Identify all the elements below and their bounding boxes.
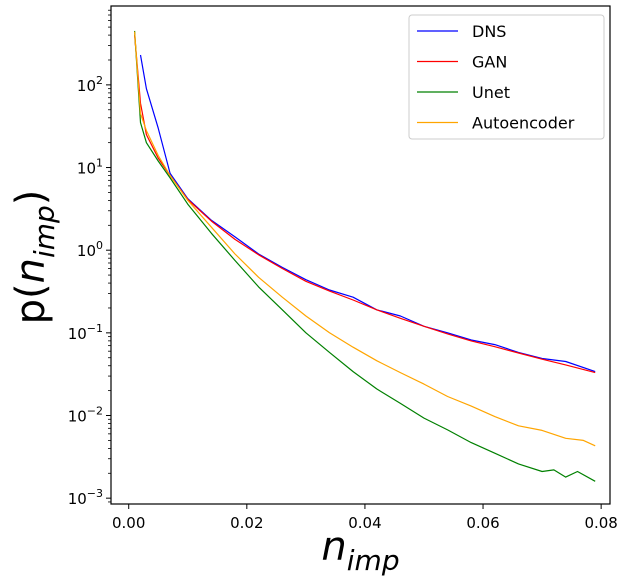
y-axis-title: p(nimp) [8,190,61,325]
series-line-unet [134,30,596,482]
y-axis-title-main: n [8,258,54,283]
x-axis-title-sub: imp [347,544,400,577]
series-line-autoencoder [134,31,596,447]
legend-label-dns: DNS [472,22,506,41]
y-tick-label: 10−1 [68,322,103,343]
x-axis: 0.00 0.02 0.04 0.06 0.08 [112,504,618,532]
legend: DNS GAN Unet Autoencoder [408,14,605,140]
x-tick-label: 0.06 [466,514,499,532]
y-tick-label: 101 [77,157,103,178]
y-tick-label: 10−3 [68,487,103,508]
x-axis-title-main: n [321,524,346,570]
plot-frame [110,5,611,505]
x-axis-title: nimp [321,524,399,577]
y-tick-label: 10−2 [68,405,103,426]
y-tick-label: 102 [77,74,103,95]
x-tick-label: 0.02 [230,514,263,532]
y-axis: 10−3 10−2 10−1 100 101 102 [68,9,111,508]
x-tick-label: 0.04 [348,514,381,532]
y-axis-title-sub: imp [28,205,61,258]
legend-label-unet: Unet [472,83,510,102]
y-axis-title-prefix: p( [8,283,54,324]
x-tick-label: 0.00 [112,514,145,532]
series-line-dns [139,54,596,373]
y-tick-label: 100 [77,239,103,260]
legend-box [408,14,605,140]
legend-label-gan: GAN [472,53,507,72]
y-axis-title-suffix: ) [8,190,54,206]
series-layer [134,30,596,482]
x-tick-label: 0.08 [584,514,617,532]
legend-label-autoencoder: Autoencoder [472,114,575,133]
